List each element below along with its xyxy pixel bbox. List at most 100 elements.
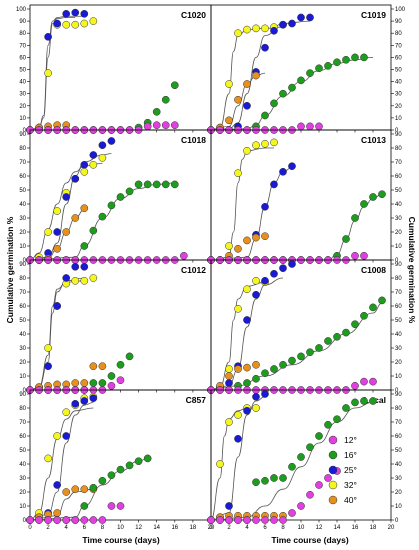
- y-tick-label: 60: [395, 434, 402, 440]
- point-12c: [315, 122, 323, 131]
- x-tick-label: 10: [298, 525, 305, 531]
- legend: 12° 16° 25° 32° 40°: [328, 435, 357, 505]
- y-tick-label: 30: [395, 476, 402, 482]
- point-16c: [333, 332, 341, 341]
- point-25c: [80, 262, 89, 271]
- legend-label: 25°: [344, 465, 357, 475]
- point-16c: [125, 352, 134, 361]
- legend-label: 32°: [344, 480, 357, 490]
- point-32c: [71, 20, 80, 29]
- y-tick-label: 30: [395, 216, 402, 222]
- y-tick-label: 30: [19, 346, 26, 352]
- point-16c: [125, 461, 134, 470]
- y-tick-label: 90: [395, 262, 402, 268]
- y-tick-label: 10: [395, 374, 402, 380]
- point-16c: [279, 360, 287, 369]
- point-40c: [225, 116, 233, 125]
- point-16c: [89, 379, 98, 387]
- y-tick-label: 0: [23, 128, 27, 134]
- point-12c: [89, 516, 98, 524]
- point-16c: [89, 483, 98, 492]
- point-25c: [62, 274, 71, 282]
- point-32c: [53, 432, 62, 440]
- y-tick-label: 50: [19, 448, 26, 454]
- y-tick-label: 40: [395, 462, 402, 468]
- y-tick-label: 60: [19, 434, 26, 440]
- point-25c: [261, 276, 269, 285]
- point-16c: [116, 360, 125, 369]
- point-16c: [161, 180, 170, 189]
- point-25c: [288, 19, 296, 28]
- point-25c: [288, 260, 296, 268]
- point-16c: [134, 457, 143, 466]
- point-12c: [279, 516, 287, 524]
- point-12c: [360, 377, 368, 386]
- y-tick-label: 70: [395, 290, 402, 296]
- point-16c: [125, 187, 134, 196]
- point-25c: [270, 269, 278, 278]
- point-40c: [243, 80, 251, 88]
- y-tick-label: 0: [395, 128, 399, 134]
- point-32c: [53, 207, 62, 215]
- y-tick-label: 20: [19, 360, 26, 366]
- point-12c: [35, 516, 43, 524]
- point-16c: [306, 443, 314, 452]
- y-tick-label: 10: [19, 374, 26, 380]
- point-40c: [80, 379, 89, 387]
- point-25c: [243, 101, 251, 110]
- y-tick-label: 90: [19, 19, 26, 25]
- panel-frame: [29, 389, 212, 521]
- point-12c: [62, 516, 71, 524]
- y-tick-label: 0: [23, 388, 27, 394]
- x-tick-label: 10: [117, 525, 124, 531]
- point-16c: [161, 95, 170, 104]
- x-tick-label: 12: [135, 525, 142, 531]
- point-16c: [324, 337, 332, 345]
- point-12c: [98, 516, 107, 524]
- point-16c: [116, 465, 125, 474]
- point-32c: [234, 29, 242, 38]
- point-16c: [288, 83, 296, 92]
- legend-marker: [328, 480, 338, 490]
- point-32c: [71, 276, 80, 285]
- y-tick-label: 0: [395, 258, 399, 264]
- point-16c: [116, 193, 125, 201]
- point-32c: [261, 24, 269, 33]
- point-12c: [225, 516, 233, 524]
- x-tick-label: 8: [281, 525, 285, 531]
- panel-title: C1008: [361, 265, 386, 275]
- point-12c: [107, 502, 116, 510]
- panel-local: 010203040506070809002468101214161820Loca…: [207, 389, 402, 531]
- point-12c: [107, 381, 116, 390]
- point-40c: [252, 71, 260, 80]
- x-tick-label: 0: [209, 525, 213, 531]
- point-40c: [234, 95, 242, 104]
- y-tick-label: 70: [19, 160, 26, 166]
- point-40c: [234, 244, 242, 253]
- ylabel-left: Cumulative germination %: [5, 216, 15, 323]
- point-25c: [243, 406, 251, 415]
- point-16c: [351, 214, 359, 222]
- point-12c: [261, 516, 269, 524]
- point-12c: [180, 251, 188, 260]
- point-12c: [324, 474, 332, 482]
- point-32c: [44, 69, 52, 77]
- point-25c: [71, 8, 80, 17]
- y-tick-label: 80: [19, 31, 26, 37]
- x-tick-label: 2: [46, 525, 50, 531]
- point-25c: [71, 174, 80, 183]
- point-16c: [170, 180, 179, 189]
- point-16c: [360, 311, 368, 320]
- point-25c: [62, 9, 71, 18]
- point-16c: [279, 474, 287, 482]
- y-tick-label: 80: [395, 276, 402, 282]
- point-32c: [243, 146, 251, 155]
- point-12c: [116, 376, 125, 385]
- point-25c: [62, 432, 71, 440]
- point-25c: [243, 316, 251, 324]
- y-tick-label: 20: [19, 490, 26, 496]
- panel-c1019: 0 10 20 30 40 50 60 70 80 90 100 C1019: [207, 4, 406, 134]
- y-tick-label: 90: [395, 19, 402, 25]
- point-25c: [279, 264, 287, 273]
